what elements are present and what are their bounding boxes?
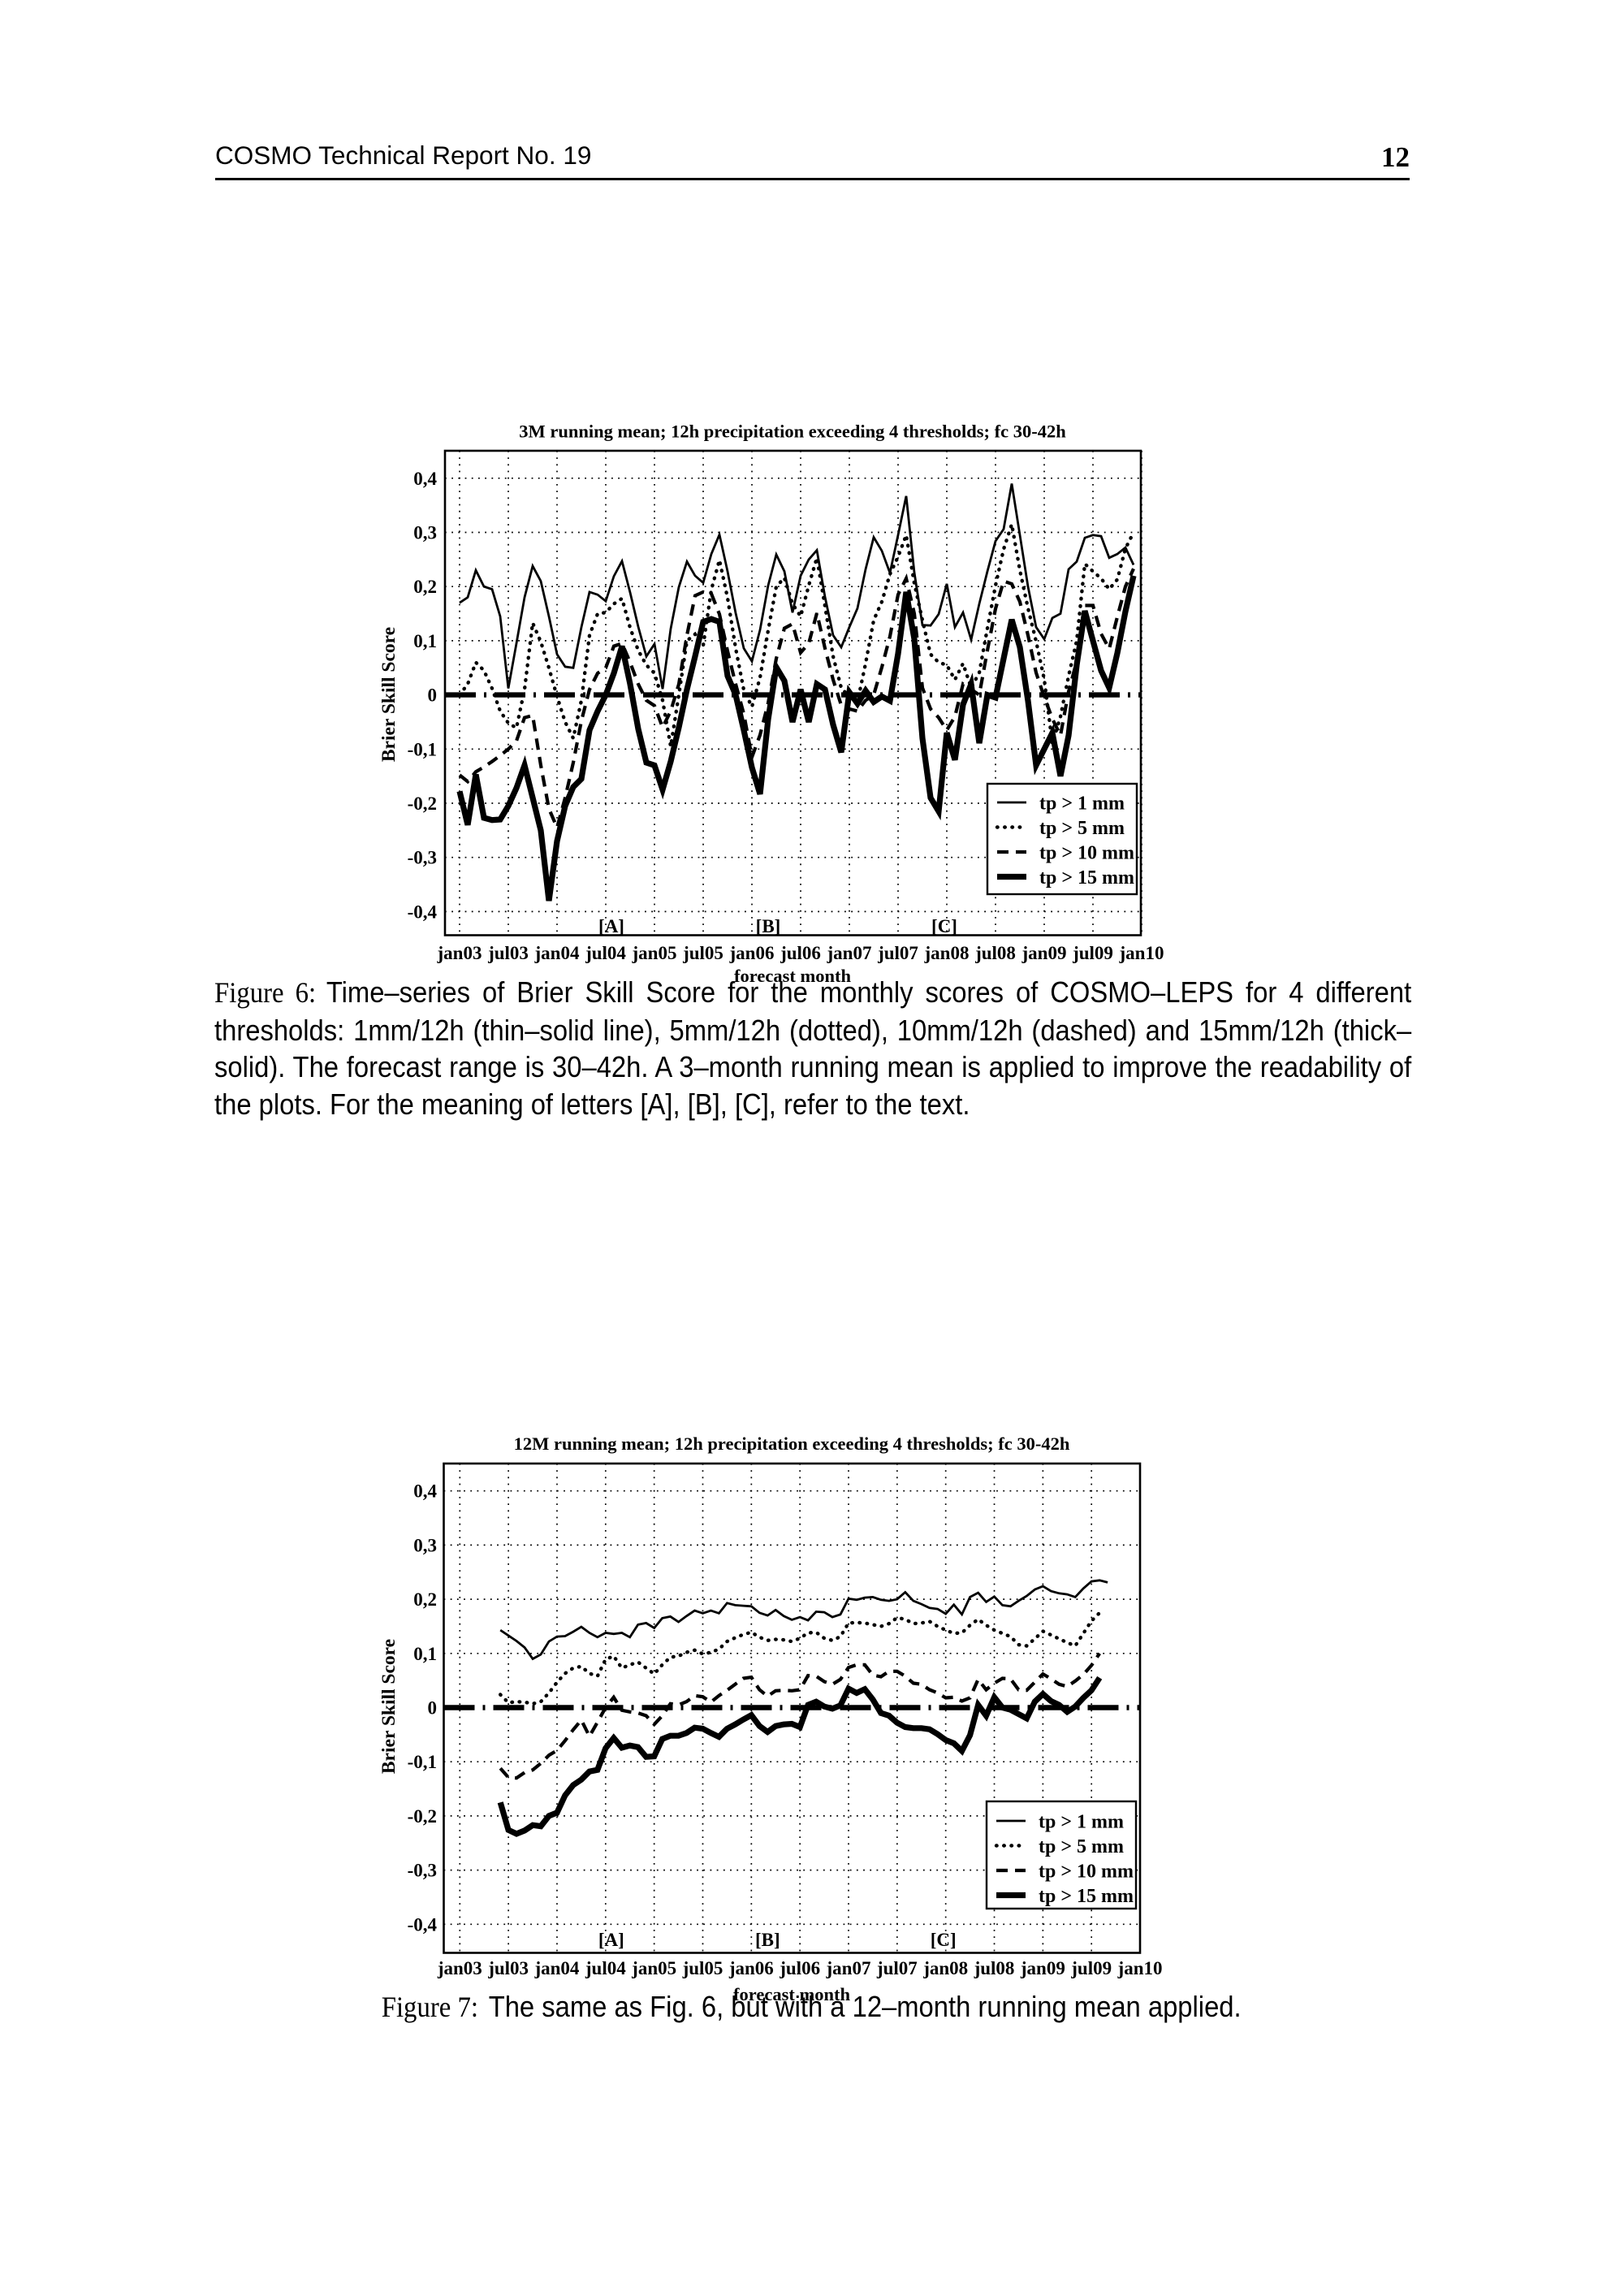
series-tp-15-mm-line xyxy=(497,1676,1103,1837)
x-tick-label: jul09 xyxy=(1072,943,1113,963)
figure6-label: Figure 6: xyxy=(214,976,317,1009)
x-tick-label: jan05 xyxy=(632,943,677,963)
series-tp-10-mm-line xyxy=(458,568,1135,833)
x-tick-label: jan08 xyxy=(922,1958,968,1978)
x-tick-label: jul05 xyxy=(682,1958,723,1978)
series-tp-1-mm-line xyxy=(459,483,1135,690)
annotation-c: [C] xyxy=(931,1930,957,1950)
x-tick-label: jan08 xyxy=(924,943,970,963)
figure6-caption-text: Time–series of Brier Skill Score for the… xyxy=(214,975,1412,1121)
y-tick-label: 0,2 xyxy=(413,1589,437,1610)
figure7-label: Figure 7: xyxy=(381,1991,478,2023)
report-title: COSMO Technical Report No. 19 xyxy=(215,141,592,170)
x-tick-label: jan10 xyxy=(1117,1958,1163,1978)
y-tick-label: 0,1 xyxy=(413,1644,437,1664)
x-tick-label: jul04 xyxy=(585,943,626,963)
legend: tp > 1 mm tp > 5 mm tp > 10 mm tp > 15 mm xyxy=(985,1800,1138,1910)
y-tick-label: 0,4 xyxy=(413,469,437,489)
y-tick-label: 0,1 xyxy=(413,631,437,651)
annotation-c: [C] xyxy=(931,916,957,936)
legend-label-tp-15-mm: tp > 15 mm xyxy=(1039,1886,1134,1907)
series-tp-15-mm-line xyxy=(456,575,1137,902)
x-tick-label: jan04 xyxy=(534,943,580,963)
x-tick-label: jan05 xyxy=(631,1958,676,1978)
figure7-caption: Figure 7: The same as Fig. 6, but with a … xyxy=(72,1990,1550,2024)
x-tick-label: jan07 xyxy=(827,943,872,963)
series-tp-5-mm-line xyxy=(499,1611,1102,1706)
legend-label-tp-10-mm: tp > 10 mm xyxy=(1039,1861,1134,1883)
series-tp-10-mm-line xyxy=(499,1652,1101,1780)
y-tick-label: -0,1 xyxy=(408,1752,437,1772)
y-tick-label: 0,3 xyxy=(413,1535,437,1555)
y-tick-label: 0 xyxy=(428,685,438,706)
x-tick-label: jul06 xyxy=(779,1958,820,1978)
y-axis-label: Brier Skill Score xyxy=(378,1639,400,1774)
x-tick-label: jul04 xyxy=(585,1958,626,1978)
legend-box xyxy=(985,1800,1138,1910)
x-tick-label: jan04 xyxy=(533,1958,579,1978)
y-axis-label: Brier Skill Score xyxy=(378,627,400,762)
x-tick-label: jan10 xyxy=(1119,943,1164,963)
y-tick-label: -0,4 xyxy=(408,902,438,922)
chart-fig7: 12M running mean; 12h precipitation exce… xyxy=(378,1433,1163,2004)
x-tick-label: jan06 xyxy=(728,1958,774,1978)
plot-border xyxy=(443,1462,1142,1954)
x-tick-label: jul05 xyxy=(682,943,723,963)
y-tick-label: -0,2 xyxy=(408,793,437,814)
annotation-a: [A] xyxy=(598,916,624,936)
legend-label-tp-15-mm: tp > 15 mm xyxy=(1039,867,1134,889)
x-tick-label: jan09 xyxy=(1021,943,1067,963)
y-tick-label: 0,4 xyxy=(413,1481,437,1502)
x-tick-label: jul06 xyxy=(780,943,821,963)
figure6-caption: Figure 6: Time–series of Brier Skill Scor… xyxy=(214,974,1411,1122)
x-tick-label: jan03 xyxy=(437,943,482,963)
series-tp-1-mm-line xyxy=(499,1579,1108,1661)
legend-label-tp-5-mm: tp > 5 mm xyxy=(1039,818,1125,839)
x-tick-label: jan09 xyxy=(1020,1958,1065,1978)
legend-label-tp-10-mm: tp > 10 mm xyxy=(1039,843,1134,864)
chart-title: 12M running mean; 12h precipitation exce… xyxy=(514,1433,1070,1454)
x-axis-label: forecast month xyxy=(734,966,851,986)
y-tick-label: 0 xyxy=(428,1698,438,1719)
legend-label-tp-1-mm: tp > 1 mm xyxy=(1039,1812,1124,1833)
y-tick-label: -0,1 xyxy=(408,739,437,759)
legend: tp > 1 mm tp > 5 mm tp > 10 mm tp > 15 mm xyxy=(986,782,1138,896)
x-tick-label: jan07 xyxy=(826,1958,871,1978)
x-tick-label: jul07 xyxy=(877,943,918,963)
x-tick-label: jul03 xyxy=(487,943,529,963)
y-tick-label: -0,3 xyxy=(408,848,437,868)
x-tick-label: jul08 xyxy=(974,1958,1015,1978)
annotation-b: [B] xyxy=(756,916,781,936)
x-tick-label: jul08 xyxy=(974,943,1016,963)
y-tick-label: 0,2 xyxy=(413,577,437,597)
x-tick-label: jan03 xyxy=(437,1958,482,1978)
x-axis-label: forecast month xyxy=(733,1984,850,2004)
figure7-caption-text: The same as Fig. 6, but with a 12–month … xyxy=(488,1990,1242,2023)
y-tick-label: 0,3 xyxy=(413,523,437,543)
x-tick-label: jul09 xyxy=(1070,1958,1112,1978)
plot-border xyxy=(443,449,1142,936)
y-tick-label: -0,2 xyxy=(408,1806,437,1827)
y-tick-label: -0,3 xyxy=(408,1861,437,1881)
page-number: 12 xyxy=(1381,141,1410,173)
y-tick-label: -0,4 xyxy=(408,1914,438,1935)
chart-fig6: 3M running mean; 12h precipitation excee… xyxy=(378,422,1164,987)
x-tick-label: jan06 xyxy=(729,943,775,963)
x-tick-label: jul07 xyxy=(876,1958,918,1978)
chart-title: 3M running mean; 12h precipitation excee… xyxy=(519,422,1066,442)
legend-label-tp-5-mm: tp > 5 mm xyxy=(1039,1836,1124,1857)
legend-label-tp-1-mm: tp > 1 mm xyxy=(1039,793,1125,815)
header-rule xyxy=(215,178,1410,180)
annotation-b: [B] xyxy=(755,1930,780,1950)
x-tick-label: jul03 xyxy=(487,1958,529,1978)
annotation-a: [A] xyxy=(598,1930,624,1950)
